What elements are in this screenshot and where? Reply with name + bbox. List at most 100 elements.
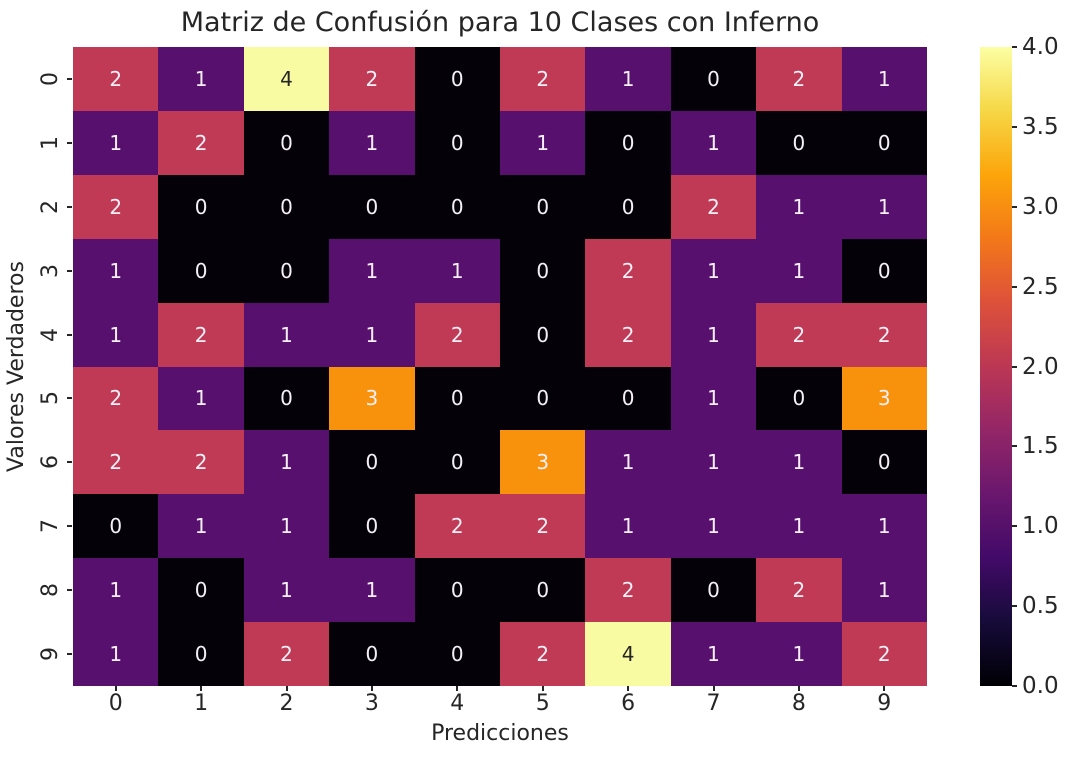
- cell-value: 0: [194, 258, 208, 283]
- x-tickmark: [114, 686, 117, 691]
- cell-value: 2: [792, 322, 806, 347]
- heatmap-cell: 1: [73, 110, 159, 175]
- cell-value: 1: [707, 450, 720, 475]
- heatmap-cell: 2: [73, 366, 159, 431]
- heatmap-cell: 0: [329, 622, 415, 686]
- heatmap-cell: 0: [243, 174, 330, 239]
- cell-value: 0: [280, 130, 293, 155]
- colorbar-tickmark: [1012, 685, 1017, 687]
- heatmap-cell: 0: [329, 430, 415, 495]
- cell-value: 0: [536, 322, 550, 347]
- colorbar-tick-label: 2.5: [1022, 273, 1059, 300]
- heatmap-cell: 4: [585, 622, 671, 686]
- cell-value: 2: [450, 514, 464, 539]
- cell-value: 3: [536, 450, 550, 475]
- colorbar-tickmark: [1012, 525, 1017, 528]
- cell-value: 1: [365, 578, 379, 603]
- heatmap-cell: 1: [73, 558, 159, 623]
- cell-value: 3: [877, 386, 891, 411]
- heatmap-cell: 2: [841, 622, 927, 686]
- cell-value: 0: [450, 66, 464, 91]
- heatmap-cell: 1: [670, 494, 757, 559]
- heatmap-cell: 0: [841, 238, 927, 303]
- x-tick-label: 8: [791, 691, 806, 716]
- x-tickmark: [285, 686, 288, 691]
- cell-value: 4: [280, 66, 293, 91]
- heatmap-cell: 0: [841, 430, 927, 495]
- cell-value: 0: [450, 130, 464, 155]
- cell-value: 1: [109, 578, 123, 603]
- y-tickmark: [67, 461, 72, 464]
- cell-value: 4: [621, 642, 635, 667]
- heatmap-cell: 0: [243, 366, 330, 431]
- colorbar-tick-label: 3.0: [1022, 193, 1059, 220]
- heatmap-cell: 1: [73, 622, 159, 686]
- heatmap-cell: 0: [500, 238, 586, 303]
- cell-value: 2: [621, 258, 635, 283]
- heatmap-cell: 0: [158, 238, 244, 303]
- heatmap-cell: 0: [585, 366, 671, 431]
- heatmap-cell: 0: [670, 558, 757, 623]
- cell-value: 2: [365, 66, 379, 91]
- x-tick-label: 5: [535, 691, 550, 716]
- heatmap-cell: 0: [414, 366, 500, 431]
- cell-value: 1: [280, 450, 293, 475]
- cell-value: 2: [450, 322, 464, 347]
- heatmap-cell: 0: [414, 622, 500, 686]
- heatmap-cell: 0: [756, 110, 842, 175]
- cell-value: 1: [877, 66, 891, 91]
- colorbar-tickmark: [1012, 445, 1017, 448]
- cell-value: 1: [621, 450, 635, 475]
- colorbar-tick-label: 4.0: [1022, 34, 1059, 60]
- heatmap-cell: 2: [500, 494, 586, 559]
- heatmap-cell: 1: [670, 110, 757, 175]
- cell-value: 0: [109, 514, 123, 539]
- heatmap-cell: 2: [670, 174, 757, 239]
- cell-value: 0: [877, 450, 891, 475]
- colorbar-tickmark: [1012, 365, 1017, 368]
- heatmap-cell: 2: [329, 47, 415, 111]
- heatmap-cell: 2: [500, 47, 586, 111]
- heatmap-cell: 0: [414, 174, 500, 239]
- cell-value: 1: [707, 386, 720, 411]
- y-tick-label: 3: [37, 263, 63, 278]
- cell-value: 0: [450, 642, 464, 667]
- heatmap-cell: 0: [158, 558, 244, 623]
- cell-value: 0: [365, 514, 379, 539]
- heatmap-cell: 1: [585, 494, 671, 559]
- heatmap-cell: 2: [73, 47, 159, 111]
- cell-value: 1: [365, 130, 379, 155]
- colorbar-tickmark: [1012, 285, 1017, 288]
- y-tickmark: [67, 77, 72, 80]
- x-tick-label: 3: [364, 691, 379, 716]
- cell-value: 2: [621, 578, 635, 603]
- y-tick-label: 4: [37, 327, 63, 342]
- heatmap-cell: 0: [500, 558, 586, 623]
- cell-value: 0: [621, 194, 635, 219]
- heatmap-cell: 1: [158, 494, 244, 559]
- colorbar-tickmark: [1012, 605, 1017, 608]
- heatmap-cell: 1: [756, 430, 842, 495]
- cell-value: 2: [194, 322, 208, 347]
- heatmap-cell: 2: [756, 47, 842, 111]
- heatmap-cell: 3: [500, 430, 586, 495]
- cell-value: 2: [536, 642, 550, 667]
- colorbar-gradient: [980, 47, 1012, 686]
- heatmap-cell: 1: [243, 494, 330, 559]
- x-tickmark: [456, 686, 459, 691]
- heatmap-cell: 3: [329, 366, 415, 431]
- y-axis-label-text: Valores Verdaderos: [3, 260, 29, 472]
- colorbar-tick-label: 2.0: [1022, 353, 1059, 380]
- y-tick-label: 5: [37, 391, 63, 406]
- heatmap-cell: 0: [500, 174, 586, 239]
- colorbar-tickmark: [1012, 125, 1017, 128]
- heatmap-cell: 0: [500, 302, 586, 367]
- heatmap-cell: 1: [756, 494, 842, 559]
- heatmap-cell: 0: [73, 494, 159, 559]
- heatmap-cell: 0: [329, 174, 415, 239]
- x-tickmark: [370, 686, 373, 691]
- cell-value: 1: [621, 514, 635, 539]
- cell-value: 2: [877, 322, 891, 347]
- cell-value: 0: [621, 386, 635, 411]
